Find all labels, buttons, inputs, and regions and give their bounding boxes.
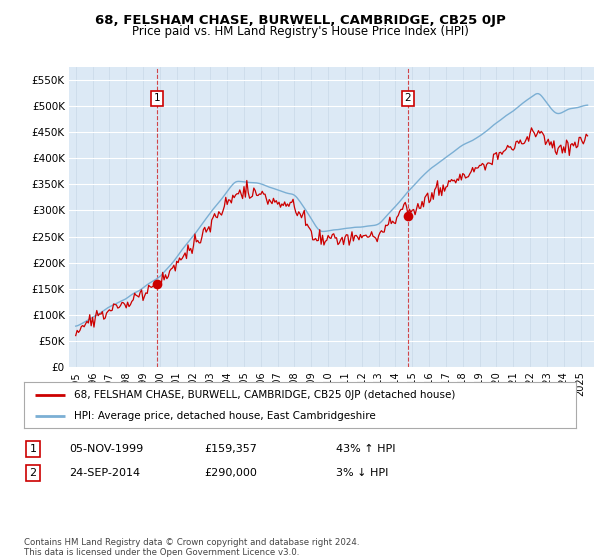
Text: 05-NOV-1999: 05-NOV-1999: [69, 444, 143, 454]
Bar: [157, 67, 408, 367]
Text: 68, FELSHAM CHASE, BURWELL, CAMBRIDGE, CB25 0JP (detached house): 68, FELSHAM CHASE, BURWELL, CAMBRIDGE, C…: [74, 390, 455, 400]
Text: Price paid vs. HM Land Registry's House Price Index (HPI): Price paid vs. HM Land Registry's House …: [131, 25, 469, 38]
Text: 24-SEP-2014: 24-SEP-2014: [69, 468, 140, 478]
Text: HPI: Average price, detached house, East Cambridgeshire: HPI: Average price, detached house, East…: [74, 411, 376, 421]
Text: 68, FELSHAM CHASE, BURWELL, CAMBRIDGE, CB25 0JP: 68, FELSHAM CHASE, BURWELL, CAMBRIDGE, C…: [95, 14, 505, 27]
Text: 1: 1: [29, 444, 37, 454]
Text: £159,357: £159,357: [204, 444, 257, 454]
Text: 3% ↓ HPI: 3% ↓ HPI: [336, 468, 388, 478]
Text: £290,000: £290,000: [204, 468, 257, 478]
Text: 2: 2: [29, 468, 37, 478]
Text: Contains HM Land Registry data © Crown copyright and database right 2024.
This d: Contains HM Land Registry data © Crown c…: [24, 538, 359, 557]
Text: 1: 1: [154, 94, 161, 104]
Text: 2: 2: [404, 94, 411, 104]
Text: 43% ↑ HPI: 43% ↑ HPI: [336, 444, 395, 454]
